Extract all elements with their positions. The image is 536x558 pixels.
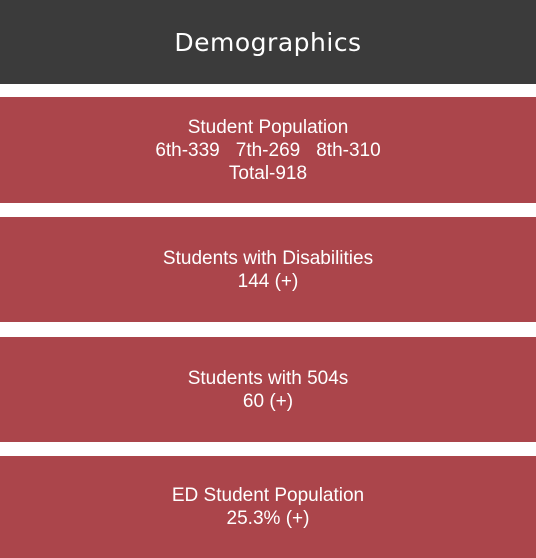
card-value: 25.3% (+) (226, 508, 310, 529)
card-total: Total-918 (228, 162, 308, 184)
grade-count: 8th-310 (316, 139, 381, 161)
card: ED Student Population 25.3% (+) (0, 456, 536, 558)
card: Students with 504s 60 (+) (0, 337, 536, 442)
card-title: Student Population (187, 116, 349, 138)
card-items: 6th-339 7th-269 8th-310 (147, 139, 388, 162)
header: Demographics (0, 0, 536, 84)
card-title: ED Student Population (171, 485, 365, 506)
card-title: Students with 504s (187, 367, 349, 389)
card: Student Population 6th-339 7th-269 8th-310… (0, 97, 536, 203)
header-title: Demographics (174, 27, 362, 57)
grade-count: 7th-269 (235, 139, 301, 161)
card: Students with Disabilities 144 (+) (0, 217, 536, 322)
card-value: 60 (+) (242, 390, 294, 412)
card-title: Students with Disabilities (162, 247, 374, 269)
card-value: 144 (+) (237, 270, 299, 292)
grade-count: 6th-339 (155, 139, 220, 161)
